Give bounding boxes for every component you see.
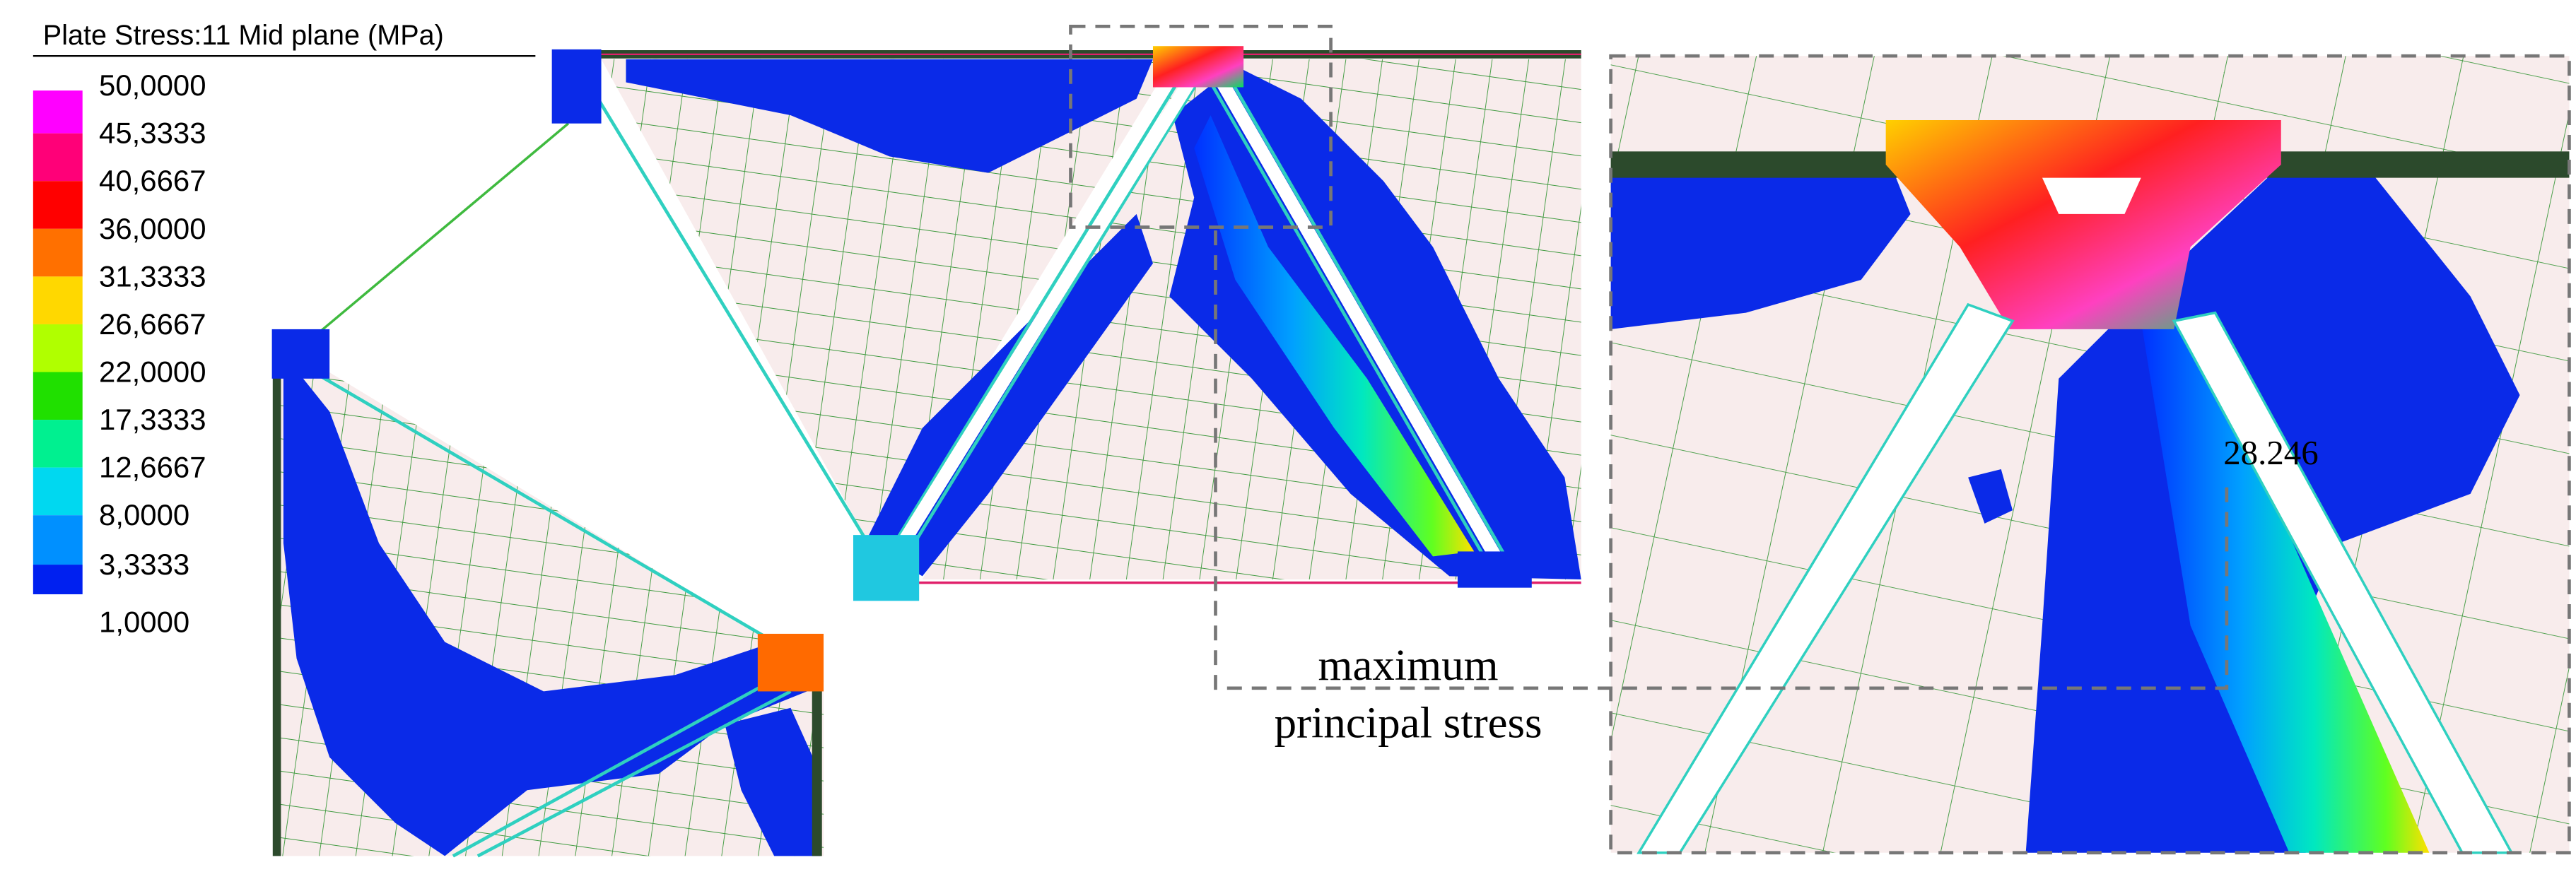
member xyxy=(295,360,775,644)
joint xyxy=(1457,551,1532,588)
legend-label: 50,0000 xyxy=(99,69,206,102)
stress-zone xyxy=(283,353,807,856)
legend-title: Plate Stress:11 Mid plane (MPa) xyxy=(43,20,444,51)
legend-label: 22,0000 xyxy=(99,355,206,388)
annotation: principal stress xyxy=(1275,698,1542,748)
stress-zone xyxy=(626,59,1153,173)
detail-box xyxy=(1069,24,1333,229)
swatch xyxy=(33,372,83,420)
swatch xyxy=(33,467,83,516)
stress-zone xyxy=(1610,172,1911,329)
model-view xyxy=(271,46,1581,858)
stress-zone xyxy=(1968,468,2013,524)
principal-stress-box xyxy=(1214,230,2229,690)
swatch xyxy=(33,90,83,134)
member xyxy=(1216,78,1508,572)
zoom-view xyxy=(1610,56,2570,854)
joint xyxy=(1152,46,1244,88)
joint xyxy=(271,329,330,379)
swatch xyxy=(33,565,83,594)
zoom-box xyxy=(1609,54,2571,855)
joint-stress xyxy=(1885,120,2281,329)
stress-band xyxy=(1194,115,1475,557)
joint xyxy=(853,535,920,601)
legend-label: 8,0000 xyxy=(99,498,189,531)
joint xyxy=(757,633,824,692)
legend-labels: 50,0000 45,3333 40,6667 36,0000 31,3333 26,66… xyxy=(99,69,206,638)
stress-zone xyxy=(1169,66,1581,580)
legend-label: 40,6667 xyxy=(99,164,206,197)
callout-value: 28.246 xyxy=(2223,433,2319,472)
legend-label: 3,3333 xyxy=(99,548,189,581)
joint xyxy=(551,49,602,124)
legend-label: 17,3333 xyxy=(99,403,206,436)
member xyxy=(312,122,570,338)
legend-label: 36,0000 xyxy=(99,212,206,245)
swatch xyxy=(33,181,83,229)
member xyxy=(891,70,1200,555)
color-scale xyxy=(33,90,83,594)
swatch xyxy=(33,420,83,468)
member xyxy=(888,73,1204,553)
stress-zone xyxy=(725,707,821,856)
member xyxy=(1209,81,1514,569)
mesh xyxy=(601,59,1173,552)
swatch xyxy=(33,133,83,182)
legend-label: 31,3333 xyxy=(99,259,206,293)
swatch xyxy=(33,276,83,324)
stress-band xyxy=(2141,321,2430,853)
swatch xyxy=(33,515,83,565)
legend: Plate Stress:11 Mid plane (MPa) 50,0000 4… xyxy=(33,20,536,639)
swatch xyxy=(33,228,83,277)
annotation: maximum xyxy=(1318,640,1499,690)
callout-frames xyxy=(1069,24,2571,855)
swatch xyxy=(33,324,83,372)
member xyxy=(591,89,874,553)
member xyxy=(452,673,792,858)
legend-label: 45,3333 xyxy=(99,117,206,150)
legend-label: 1,0000 xyxy=(99,606,189,639)
cutout xyxy=(2042,177,2141,214)
legend-label: 26,6667 xyxy=(99,307,206,341)
legend-label: 12,6667 xyxy=(99,451,206,484)
